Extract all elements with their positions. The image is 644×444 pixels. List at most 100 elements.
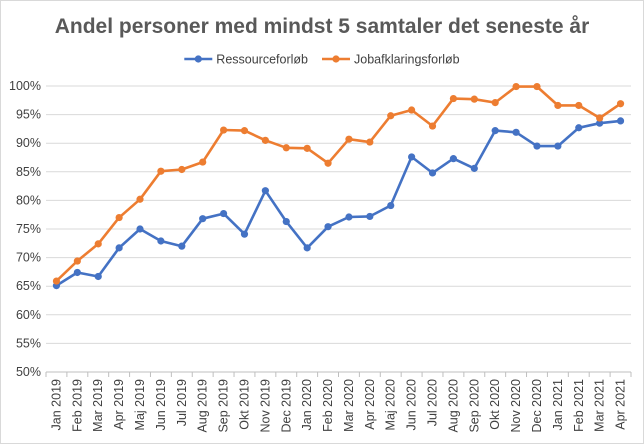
data-point <box>94 240 102 248</box>
legend-item-jobafklaringsforlob: Jobafklaringsforløb <box>322 53 460 67</box>
data-point <box>136 195 144 203</box>
data-point <box>324 223 332 231</box>
legend-marker <box>332 55 340 63</box>
x-tick-label: Jun 2020 <box>405 379 419 430</box>
series-line <box>55 119 622 287</box>
series-ressourceforlob <box>52 117 625 290</box>
data-point <box>219 209 228 218</box>
data-point <box>533 82 541 91</box>
x-tick-label: Nov 2019 <box>258 379 272 433</box>
y-tick-label: 50% <box>16 365 41 379</box>
x-tick-label: Mar 2020 <box>342 379 356 432</box>
data-point <box>366 138 374 146</box>
x-axis: Jan 2019 Feb 2019 Mar 2019 Apr 2019 Maj 2019… <box>45 372 632 433</box>
data-point <box>408 106 416 114</box>
data-point <box>199 215 207 223</box>
data-point <box>178 165 186 174</box>
data-point <box>491 127 499 135</box>
data-point <box>324 159 332 167</box>
data-point <box>449 94 458 103</box>
data-point <box>449 155 458 163</box>
x-tick-label: Maj 2020 <box>384 379 398 430</box>
data-point <box>596 119 604 127</box>
series-line <box>55 85 622 283</box>
x-tick-label: Aug 2019 <box>196 379 210 433</box>
x-tick-label: Apr 2021 <box>614 379 628 430</box>
data-point <box>73 268 81 277</box>
series-jobafklaringsforlob <box>52 82 625 285</box>
x-tick-label: Jul 2019 <box>175 379 189 426</box>
data-point <box>575 101 583 110</box>
data-point <box>512 82 520 91</box>
data-point <box>491 98 499 107</box>
y-tick-label: 60% <box>16 308 41 322</box>
data-point <box>199 158 207 166</box>
data-point <box>408 153 416 161</box>
data-point <box>303 144 311 152</box>
x-tick-label: Jul 2020 <box>426 379 440 426</box>
data-point <box>428 122 437 130</box>
data-point <box>157 237 165 245</box>
x-tick-label: Jan 2019 <box>49 379 63 430</box>
y-tick-label: 85% <box>16 165 41 179</box>
legend-marker <box>194 55 202 63</box>
x-tick-label: Maj 2019 <box>133 379 147 430</box>
y-tick-label: 80% <box>16 193 41 207</box>
y-tick-label: 75% <box>16 222 41 236</box>
x-tick-label: Feb 2019 <box>70 379 84 432</box>
data-point <box>115 213 123 222</box>
x-tick-label: Apr 2019 <box>112 379 126 430</box>
data-point <box>136 225 144 233</box>
x-tick-label: Feb 2020 <box>321 379 335 432</box>
data-point <box>178 242 186 250</box>
x-tick-label: Jun 2019 <box>154 379 168 430</box>
plot-area <box>52 82 625 290</box>
y-tick-label: 95% <box>16 108 41 122</box>
x-tick-label: Apr 2020 <box>363 379 377 430</box>
data-point <box>73 257 81 265</box>
data-point <box>345 213 353 221</box>
data-point <box>303 244 311 252</box>
y-tick-label: 65% <box>16 279 41 293</box>
data-point <box>512 128 520 136</box>
data-point <box>387 201 395 210</box>
data-point <box>616 100 625 108</box>
data-point <box>261 187 269 195</box>
x-tick-label: Feb 2021 <box>572 379 586 432</box>
data-point <box>52 277 61 285</box>
legend-label: Jobafklaringsforløb <box>354 53 460 67</box>
data-point <box>470 95 478 103</box>
legend-label: Ressourceforløb <box>216 53 308 67</box>
y-tick-label: 70% <box>16 251 41 265</box>
x-tick-label: Mar 2019 <box>91 379 105 432</box>
data-point <box>596 114 604 122</box>
data-point <box>470 164 478 172</box>
data-point <box>554 142 562 150</box>
data-point <box>157 167 165 175</box>
chart-title: Andel personer med mindst 5 samtaler det… <box>55 15 590 38</box>
gridlines <box>46 85 631 373</box>
chart-legend: Ressourceforløb Jobafklaringsforløb <box>184 53 460 67</box>
data-point <box>533 142 541 150</box>
data-point <box>240 127 249 135</box>
x-tick-label: Dec 2019 <box>279 379 293 433</box>
data-point <box>282 217 290 226</box>
data-point <box>428 169 437 177</box>
data-point <box>240 230 249 238</box>
data-point <box>366 212 374 221</box>
data-point <box>554 101 562 110</box>
y-tick-label: 100% <box>9 79 41 93</box>
x-tick-label: Jan 2021 <box>551 379 565 430</box>
data-point <box>282 144 290 152</box>
x-tick-label: Jan 2020 <box>300 379 314 430</box>
x-tick-label: Sep 2020 <box>467 379 481 433</box>
data-point <box>387 112 395 120</box>
x-tick-label: Mar 2021 <box>593 379 607 432</box>
data-point <box>616 117 625 125</box>
y-tick-label: 55% <box>16 336 41 350</box>
data-point <box>575 124 583 132</box>
y-axis: 50% 55% 60% 65% 70% 75% 80% 85% 90% 95% 100% <box>9 79 41 379</box>
data-point <box>345 135 353 143</box>
